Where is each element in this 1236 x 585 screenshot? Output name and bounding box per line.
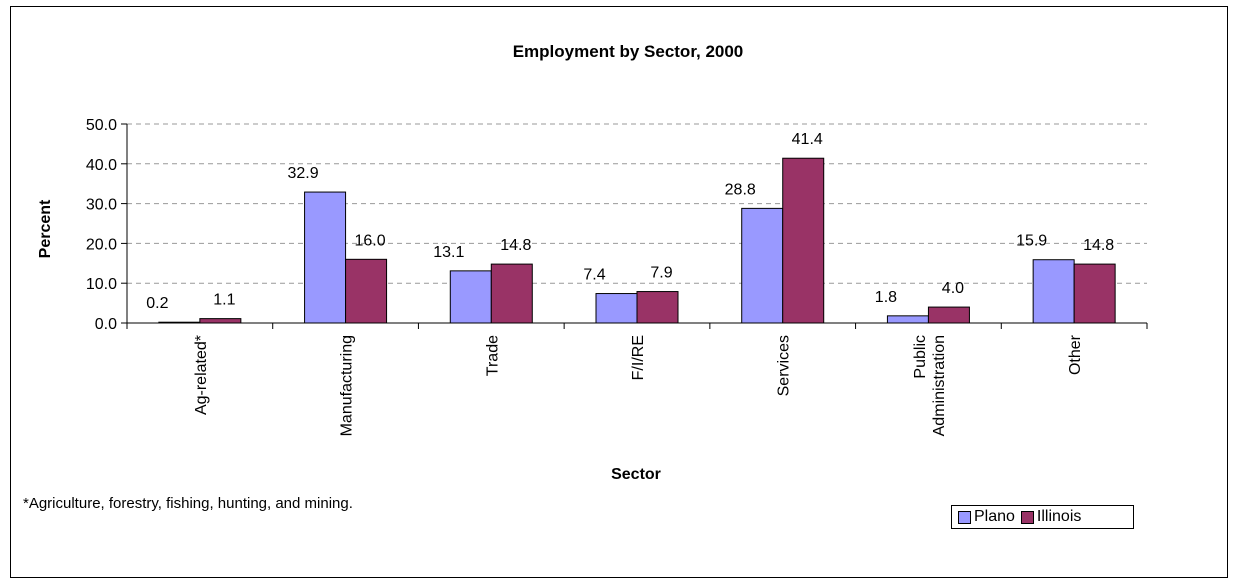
legend-item-illinois: Illinois	[1020, 508, 1082, 526]
bar-illinois	[927, 306, 970, 324]
bar-plano	[595, 293, 638, 324]
legend-swatch	[1020, 510, 1034, 524]
y-axis-title: Percent	[37, 199, 54, 258]
bars: 0.2 1.1 32.9 16.0 13.1 14.8 7.4 7.9 28.8 41.4 1.8 4…	[146, 131, 1116, 324]
bar-plano	[1032, 259, 1075, 324]
data-label-illinois: 14.8	[1083, 237, 1114, 254]
x-category-label-line: F/I/RE	[630, 335, 647, 380]
y-tick-label: 40.0	[86, 157, 117, 174]
gridlines	[127, 123, 1147, 284]
bar-illinois	[1073, 263, 1116, 324]
data-label-plano: 32.9	[288, 165, 319, 182]
x-category-label-line: Ag-related*	[193, 335, 210, 415]
data-label-illinois: 16.0	[355, 232, 386, 249]
data-label-plano: 0.2	[146, 295, 168, 312]
legend-swatch	[958, 510, 971, 524]
bar-illinois	[782, 157, 825, 324]
data-label-illinois: 1.1	[213, 292, 235, 309]
bar-illinois	[490, 263, 533, 324]
x-category-label-line: Services	[776, 335, 793, 396]
x-category-label-line: Administration	[931, 335, 948, 436]
x-category-label: F/I/RE	[630, 335, 647, 380]
legend: Plano Illinois	[951, 505, 1134, 529]
data-label-plano: 28.8	[725, 181, 756, 198]
bar-plano	[449, 270, 492, 324]
data-label-plano: 1.8	[875, 289, 897, 306]
bar-illinois	[199, 318, 242, 324]
legend-item-plano: Plano	[958, 508, 1015, 526]
footnote: *Agriculture, forestry, fishing, hunting…	[23, 495, 353, 512]
x-category-label: Other	[1067, 334, 1084, 375]
x-axis-title: Sector	[611, 466, 661, 483]
legend-label: Illinois	[1036, 508, 1082, 525]
x-category-label: Trade	[484, 335, 501, 376]
y-axis-ticks: 0.0 10.0 20.0 30.0 40.0 50.0	[86, 117, 127, 333]
x-category-label-line: Other	[1067, 334, 1084, 375]
x-category-label: Public Administration	[912, 335, 948, 436]
x-axis-category-labels: Ag-related* Manufacturing Trade F/I/RE Servi…	[126, 323, 1148, 436]
legend-label: Plano	[974, 508, 1015, 525]
bar-plano	[886, 315, 929, 324]
bar-plano	[741, 207, 784, 324]
y-tick-label: 20.0	[86, 236, 117, 253]
data-label-illinois: 14.8	[500, 237, 531, 254]
x-category-label-line: Public	[912, 335, 929, 379]
data-label-illinois: 4.0	[942, 280, 964, 297]
bar-illinois	[345, 258, 388, 324]
data-label-illinois: 41.4	[792, 131, 823, 148]
bar-illinois	[636, 291, 679, 324]
y-tick-label: 0.0	[95, 316, 117, 333]
data-label-plano: 15.9	[1016, 233, 1047, 250]
chart-title: Employment by Sector, 2000	[513, 42, 744, 61]
x-category-label: Manufacturing	[339, 335, 356, 436]
y-tick-label: 10.0	[86, 276, 117, 293]
data-label-plano: 7.4	[583, 267, 605, 284]
x-category-label-line: Manufacturing	[339, 335, 356, 436]
x-category-label: Ag-related*	[193, 335, 210, 415]
bar-chart: Employment by Sector, 2000 0.0 10.0 20.0 30…	[23, 42, 1148, 512]
data-label-plano: 13.1	[433, 244, 464, 261]
x-category-label-line: Trade	[484, 335, 501, 376]
bar-plano	[304, 191, 347, 324]
y-tick-label: 30.0	[86, 197, 117, 214]
x-category-label: Services	[776, 335, 793, 396]
data-label-illinois: 7.9	[650, 265, 672, 282]
chart-frame: Employment by Sector, 2000 0.0 10.0 20.0 30…	[10, 6, 1228, 578]
y-tick-label: 50.0	[86, 117, 117, 134]
